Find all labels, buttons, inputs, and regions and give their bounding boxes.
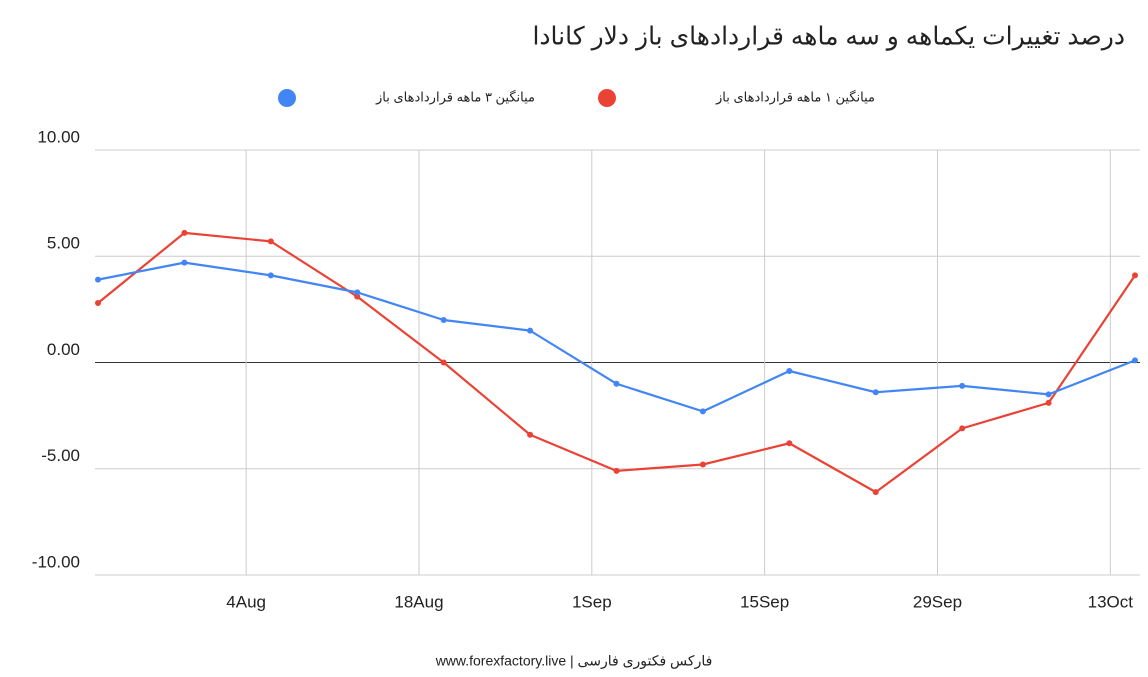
data-point: [613, 380, 620, 387]
data-point: [527, 327, 534, 334]
y-tick-label: -10.00: [32, 552, 80, 571]
data-point: [440, 359, 447, 366]
data-point: [354, 289, 361, 296]
y-tick-label: 5.00: [47, 234, 80, 253]
data-point: [1132, 272, 1138, 279]
data-point: [267, 238, 274, 245]
data-point: [1045, 391, 1052, 398]
x-tick-label: 15Sep: [740, 592, 789, 611]
footer: فارکس فکتوری فارسی | www.forexfactory.li…: [435, 653, 713, 670]
y-tick-label: 0.00: [47, 340, 80, 359]
data-point: [872, 389, 879, 396]
data-point: [267, 272, 274, 279]
x-tick-label: 13Oct: [1088, 592, 1134, 611]
x-tick-label: 18Aug: [394, 592, 443, 611]
data-point: [95, 276, 101, 283]
data-point: [786, 368, 793, 374]
data-point: [699, 461, 706, 468]
data-point: [959, 425, 966, 432]
data-point: [354, 293, 361, 300]
data-point: [699, 408, 706, 415]
legend-marker: [598, 89, 616, 107]
data-point: [95, 300, 101, 306]
legend-label: میانگین ۳ ماهه قراردادهای باز: [375, 89, 535, 105]
data-point: [440, 317, 447, 323]
data-point: [181, 229, 188, 236]
data-point: [872, 489, 879, 496]
data-point: [527, 431, 534, 438]
data-point: [1045, 399, 1052, 406]
x-tick-label: 4Aug: [226, 592, 266, 611]
data-point: [786, 440, 793, 447]
x-tick-label: 29Sep: [913, 592, 962, 611]
data-point: [959, 382, 966, 389]
data-point: [613, 467, 620, 474]
legend-marker: [278, 89, 296, 107]
legend-label: میانگین ۱ ماهه قراردادهای باز: [715, 89, 875, 105]
y-tick-label: -5.00: [41, 446, 80, 465]
data-point: [1132, 357, 1138, 364]
data-point: [181, 259, 188, 266]
y-tick-label: 10.00: [37, 127, 80, 146]
chart-title: درصد تغییرات یکماهه و سه ماهه قراردادهای…: [532, 23, 1125, 52]
x-tick-label: 1Sep: [572, 592, 612, 611]
